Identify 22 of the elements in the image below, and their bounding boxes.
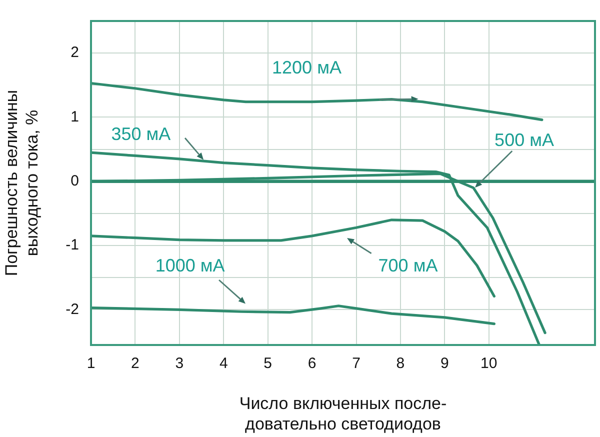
x-tick-label: 4 xyxy=(219,355,228,372)
x-tick-label: 5 xyxy=(264,355,272,372)
series-label: 1200 мА xyxy=(272,57,342,78)
text: 500 мА xyxy=(494,130,554,150)
y-tick-label: 2 xyxy=(70,44,79,62)
series-label: 700 мА xyxy=(378,256,438,276)
y-tick-label: -1 xyxy=(66,236,79,254)
series-label: 1000 мА xyxy=(155,256,225,276)
x-tick-label: 10 xyxy=(480,355,498,372)
x-tick-label: 9 xyxy=(440,355,449,372)
x-tick-label: 8 xyxy=(396,355,405,372)
y-tick-label: 0 xyxy=(70,172,79,190)
x-tick-label: 1 xyxy=(86,355,96,372)
y-tick-label: 1 xyxy=(70,108,79,126)
y-tick-label: -2 xyxy=(66,300,79,318)
x-tick-label: 6 xyxy=(308,355,316,372)
x-tick-label: 2 xyxy=(131,355,140,372)
y-axis-title: Погрешность величины выходного тока, % xyxy=(2,90,42,276)
series-label: 350 мА xyxy=(111,124,171,144)
x-tick-label: 7 xyxy=(352,355,360,372)
x-tick-label: 3 xyxy=(175,355,184,372)
x-axis-title: Число включенных после- довательно светодиодов xyxy=(239,394,447,434)
